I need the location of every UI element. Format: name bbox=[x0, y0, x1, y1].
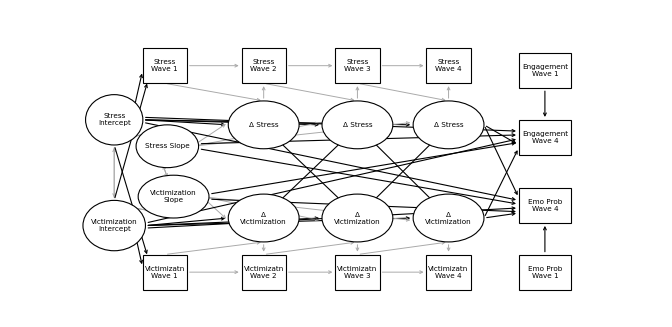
Ellipse shape bbox=[136, 125, 199, 168]
Ellipse shape bbox=[138, 175, 209, 218]
Text: Victimization
Slope: Victimization Slope bbox=[151, 190, 197, 203]
Ellipse shape bbox=[413, 101, 484, 149]
Ellipse shape bbox=[228, 194, 299, 242]
Text: Emo Prob
Wave 1: Emo Prob Wave 1 bbox=[528, 266, 562, 279]
Text: Victimizatn
Wave 2: Victimizatn Wave 2 bbox=[243, 266, 284, 279]
Text: Stress
Wave 1: Stress Wave 1 bbox=[151, 59, 178, 72]
Ellipse shape bbox=[322, 194, 393, 242]
FancyBboxPatch shape bbox=[519, 188, 571, 223]
Text: Δ Stress: Δ Stress bbox=[343, 122, 372, 128]
FancyBboxPatch shape bbox=[519, 120, 571, 155]
FancyBboxPatch shape bbox=[427, 254, 470, 290]
Ellipse shape bbox=[413, 194, 484, 242]
Text: Victimizatn
Wave 3: Victimizatn Wave 3 bbox=[337, 266, 378, 279]
FancyBboxPatch shape bbox=[519, 254, 571, 290]
FancyBboxPatch shape bbox=[142, 48, 187, 83]
FancyBboxPatch shape bbox=[241, 48, 286, 83]
FancyBboxPatch shape bbox=[335, 254, 380, 290]
Text: Emo Prob
Wave 4: Emo Prob Wave 4 bbox=[528, 199, 562, 212]
Text: Victimizatn
Wave 1: Victimizatn Wave 1 bbox=[144, 266, 185, 279]
Text: Stress
Intercept: Stress Intercept bbox=[97, 113, 130, 126]
Text: Δ
Victimization: Δ Victimization bbox=[334, 212, 381, 225]
Text: Δ Stress: Δ Stress bbox=[433, 122, 464, 128]
Text: Stress
Wave 2: Stress Wave 2 bbox=[251, 59, 277, 72]
Ellipse shape bbox=[228, 101, 299, 149]
Text: Victimization
Intercept: Victimization Intercept bbox=[91, 219, 138, 232]
Ellipse shape bbox=[83, 200, 145, 251]
Ellipse shape bbox=[322, 101, 393, 149]
Text: Engagement
Wave 1: Engagement Wave 1 bbox=[522, 64, 568, 77]
Text: Stress
Wave 3: Stress Wave 3 bbox=[344, 59, 371, 72]
FancyBboxPatch shape bbox=[335, 48, 380, 83]
FancyBboxPatch shape bbox=[427, 48, 470, 83]
FancyBboxPatch shape bbox=[519, 53, 571, 88]
FancyBboxPatch shape bbox=[142, 254, 187, 290]
Text: Δ Stress: Δ Stress bbox=[249, 122, 278, 128]
Ellipse shape bbox=[85, 95, 143, 145]
Text: Stress
Wave 4: Stress Wave 4 bbox=[435, 59, 462, 72]
Text: Stress Slope: Stress Slope bbox=[145, 143, 190, 149]
Text: Δ
Victimization: Δ Victimization bbox=[241, 212, 287, 225]
Text: Δ
Victimization: Δ Victimization bbox=[425, 212, 472, 225]
Text: Engagement
Wave 4: Engagement Wave 4 bbox=[522, 131, 568, 144]
Text: Victimizatn
Wave 4: Victimizatn Wave 4 bbox=[429, 266, 468, 279]
FancyBboxPatch shape bbox=[241, 254, 286, 290]
